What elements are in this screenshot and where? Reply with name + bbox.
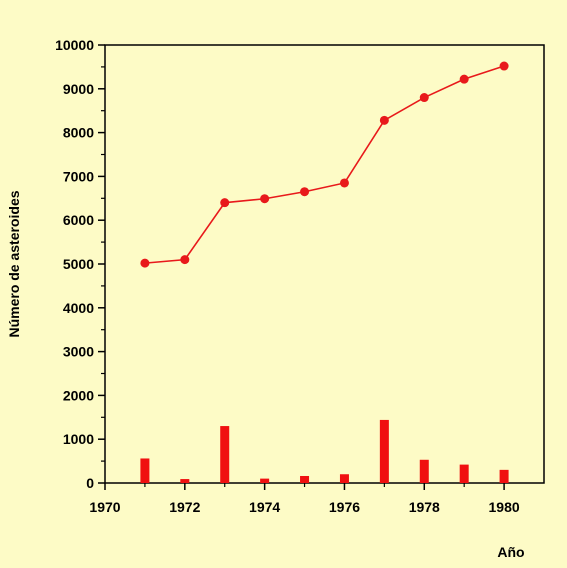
y-axis-label: Número de asteroides bbox=[6, 190, 22, 337]
y-tick-label: 10000 bbox=[55, 37, 94, 53]
x-tick-label: 1978 bbox=[409, 499, 440, 515]
data-point bbox=[499, 61, 509, 71]
bar bbox=[180, 479, 190, 483]
x-tick-label: 1970 bbox=[89, 499, 120, 515]
y-tick-label: 7000 bbox=[63, 168, 94, 184]
data-point bbox=[220, 198, 230, 208]
data-point bbox=[379, 115, 389, 125]
plot-frame bbox=[104, 44, 545, 484]
x-axis-label: Año bbox=[497, 544, 524, 560]
bar-series bbox=[140, 419, 509, 483]
y-tick-label: 4000 bbox=[63, 300, 94, 316]
axes: 0 1000 2000 3000 4000 5000 6000 7000 8000 9000 100… bbox=[55, 37, 545, 515]
bar bbox=[379, 419, 389, 483]
data-point bbox=[260, 194, 270, 204]
bar bbox=[419, 459, 429, 483]
x-tick-label: 1972 bbox=[169, 499, 200, 515]
y-tick-label: 8000 bbox=[63, 125, 94, 141]
y-tick-label: 9000 bbox=[63, 81, 94, 97]
y-tick-label: 0 bbox=[86, 475, 94, 491]
bar bbox=[300, 475, 310, 483]
x-tick-label: 1980 bbox=[489, 499, 520, 515]
x-tick-label: 1974 bbox=[249, 499, 280, 515]
bar bbox=[459, 464, 469, 483]
bar bbox=[260, 478, 270, 483]
y-tick-label: 6000 bbox=[63, 212, 94, 228]
bar bbox=[220, 426, 230, 483]
series-line bbox=[144, 65, 505, 264]
bar bbox=[499, 469, 509, 483]
bar bbox=[339, 474, 349, 483]
y-tick-label: 2000 bbox=[63, 387, 94, 403]
y-tick-label: 5000 bbox=[63, 256, 94, 272]
data-point bbox=[339, 178, 349, 188]
line-series bbox=[140, 61, 509, 268]
data-point bbox=[419, 93, 429, 103]
data-point bbox=[180, 255, 190, 265]
y-tick-label: 1000 bbox=[63, 431, 94, 447]
y-tick-label: 3000 bbox=[63, 344, 94, 360]
bar bbox=[140, 458, 150, 483]
x-tick-label: 1976 bbox=[329, 499, 360, 515]
data-point bbox=[300, 187, 310, 197]
data-point bbox=[459, 74, 469, 84]
data-point bbox=[140, 258, 150, 268]
